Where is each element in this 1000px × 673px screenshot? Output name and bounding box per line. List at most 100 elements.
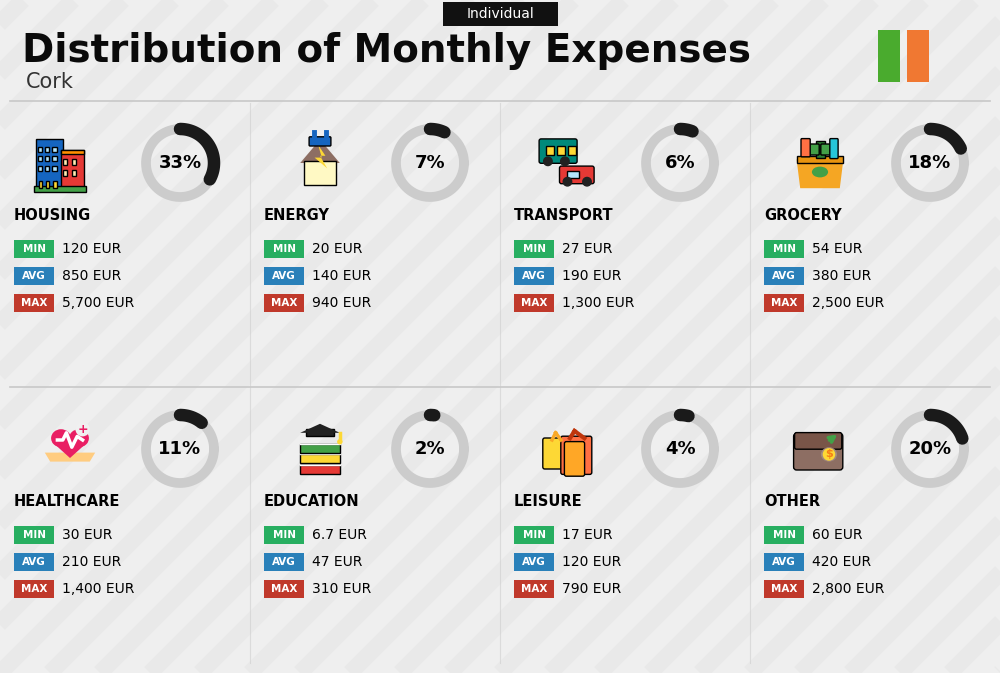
Text: HOUSING: HOUSING xyxy=(14,209,91,223)
FancyBboxPatch shape xyxy=(907,30,929,82)
FancyBboxPatch shape xyxy=(38,181,42,188)
FancyBboxPatch shape xyxy=(539,139,577,164)
Text: $: $ xyxy=(825,450,833,460)
FancyBboxPatch shape xyxy=(14,240,54,258)
Polygon shape xyxy=(797,160,843,188)
FancyBboxPatch shape xyxy=(14,526,54,544)
Text: 2,500 EUR: 2,500 EUR xyxy=(812,296,884,310)
Text: MAX: MAX xyxy=(521,584,547,594)
FancyBboxPatch shape xyxy=(36,139,63,188)
Text: 6.7 EUR: 6.7 EUR xyxy=(312,528,367,542)
Ellipse shape xyxy=(812,167,828,178)
Text: 18%: 18% xyxy=(908,154,952,172)
Text: 190 EUR: 190 EUR xyxy=(562,269,621,283)
FancyBboxPatch shape xyxy=(795,433,842,449)
FancyBboxPatch shape xyxy=(514,294,554,312)
FancyBboxPatch shape xyxy=(14,267,54,285)
FancyBboxPatch shape xyxy=(309,137,331,146)
Ellipse shape xyxy=(51,429,71,447)
Text: AVG: AVG xyxy=(522,557,546,567)
FancyBboxPatch shape xyxy=(14,553,54,571)
Circle shape xyxy=(75,422,90,436)
FancyBboxPatch shape xyxy=(764,553,804,571)
FancyBboxPatch shape xyxy=(14,294,54,312)
FancyBboxPatch shape xyxy=(45,147,49,152)
Polygon shape xyxy=(45,453,95,462)
FancyBboxPatch shape xyxy=(63,160,67,165)
Polygon shape xyxy=(315,145,327,168)
Text: MAX: MAX xyxy=(771,298,797,308)
Text: EDUCATION: EDUCATION xyxy=(264,495,360,509)
Text: +: + xyxy=(77,423,88,435)
FancyBboxPatch shape xyxy=(557,146,565,155)
FancyBboxPatch shape xyxy=(264,580,304,598)
FancyBboxPatch shape xyxy=(300,454,340,464)
Text: 380 EUR: 380 EUR xyxy=(812,269,871,283)
Text: MIN: MIN xyxy=(272,530,296,540)
FancyBboxPatch shape xyxy=(52,147,56,152)
Text: MAX: MAX xyxy=(271,298,297,308)
Circle shape xyxy=(583,178,591,186)
Text: AVG: AVG xyxy=(272,271,296,281)
Text: 17 EUR: 17 EUR xyxy=(562,528,612,542)
FancyBboxPatch shape xyxy=(764,526,804,544)
FancyBboxPatch shape xyxy=(61,150,84,188)
FancyBboxPatch shape xyxy=(764,240,804,258)
Text: GROCERY: GROCERY xyxy=(764,209,842,223)
Polygon shape xyxy=(300,139,340,163)
FancyBboxPatch shape xyxy=(46,181,49,188)
FancyBboxPatch shape xyxy=(300,465,340,474)
Polygon shape xyxy=(300,424,340,433)
FancyBboxPatch shape xyxy=(797,156,843,163)
FancyBboxPatch shape xyxy=(442,2,558,26)
FancyBboxPatch shape xyxy=(38,166,42,171)
FancyBboxPatch shape xyxy=(514,267,554,285)
Text: ENERGY: ENERGY xyxy=(264,209,330,223)
FancyBboxPatch shape xyxy=(72,170,76,176)
FancyBboxPatch shape xyxy=(45,156,49,162)
Text: AVG: AVG xyxy=(522,271,546,281)
Circle shape xyxy=(544,157,552,166)
Text: HEALTHCARE: HEALTHCARE xyxy=(14,495,120,509)
FancyBboxPatch shape xyxy=(72,160,76,165)
Circle shape xyxy=(561,157,569,166)
Text: MIN: MIN xyxy=(22,244,46,254)
Text: 940 EUR: 940 EUR xyxy=(312,296,371,310)
Text: 30 EUR: 30 EUR xyxy=(62,528,112,542)
FancyBboxPatch shape xyxy=(264,267,304,285)
Circle shape xyxy=(563,178,572,186)
Text: MIN: MIN xyxy=(772,244,796,254)
Text: MAX: MAX xyxy=(21,298,47,308)
Text: 120 EUR: 120 EUR xyxy=(62,242,121,256)
FancyBboxPatch shape xyxy=(34,186,86,192)
FancyBboxPatch shape xyxy=(568,146,576,155)
Text: 210 EUR: 210 EUR xyxy=(62,555,121,569)
FancyBboxPatch shape xyxy=(567,171,578,178)
FancyBboxPatch shape xyxy=(304,162,336,184)
FancyBboxPatch shape xyxy=(801,139,810,157)
Text: 33%: 33% xyxy=(158,154,202,172)
FancyBboxPatch shape xyxy=(300,444,340,453)
Text: 27 EUR: 27 EUR xyxy=(562,242,612,256)
FancyBboxPatch shape xyxy=(264,526,304,544)
FancyBboxPatch shape xyxy=(52,156,56,162)
FancyBboxPatch shape xyxy=(560,166,594,184)
FancyBboxPatch shape xyxy=(514,240,554,258)
Text: MIN: MIN xyxy=(522,244,546,254)
Text: 790 EUR: 790 EUR xyxy=(562,582,621,596)
FancyBboxPatch shape xyxy=(38,156,42,162)
Ellipse shape xyxy=(821,447,837,462)
Text: MAX: MAX xyxy=(521,298,547,308)
Text: MIN: MIN xyxy=(22,530,46,540)
Text: OTHER: OTHER xyxy=(764,495,820,509)
Text: 6%: 6% xyxy=(665,154,695,172)
Text: 11%: 11% xyxy=(158,440,202,458)
Text: AVG: AVG xyxy=(772,271,796,281)
FancyBboxPatch shape xyxy=(878,30,900,82)
FancyBboxPatch shape xyxy=(45,166,49,171)
Text: Distribution of Monthly Expenses: Distribution of Monthly Expenses xyxy=(22,32,751,70)
Text: AVG: AVG xyxy=(272,557,296,567)
Text: MIN: MIN xyxy=(522,530,546,540)
FancyBboxPatch shape xyxy=(264,294,304,312)
Text: MAX: MAX xyxy=(21,584,47,594)
